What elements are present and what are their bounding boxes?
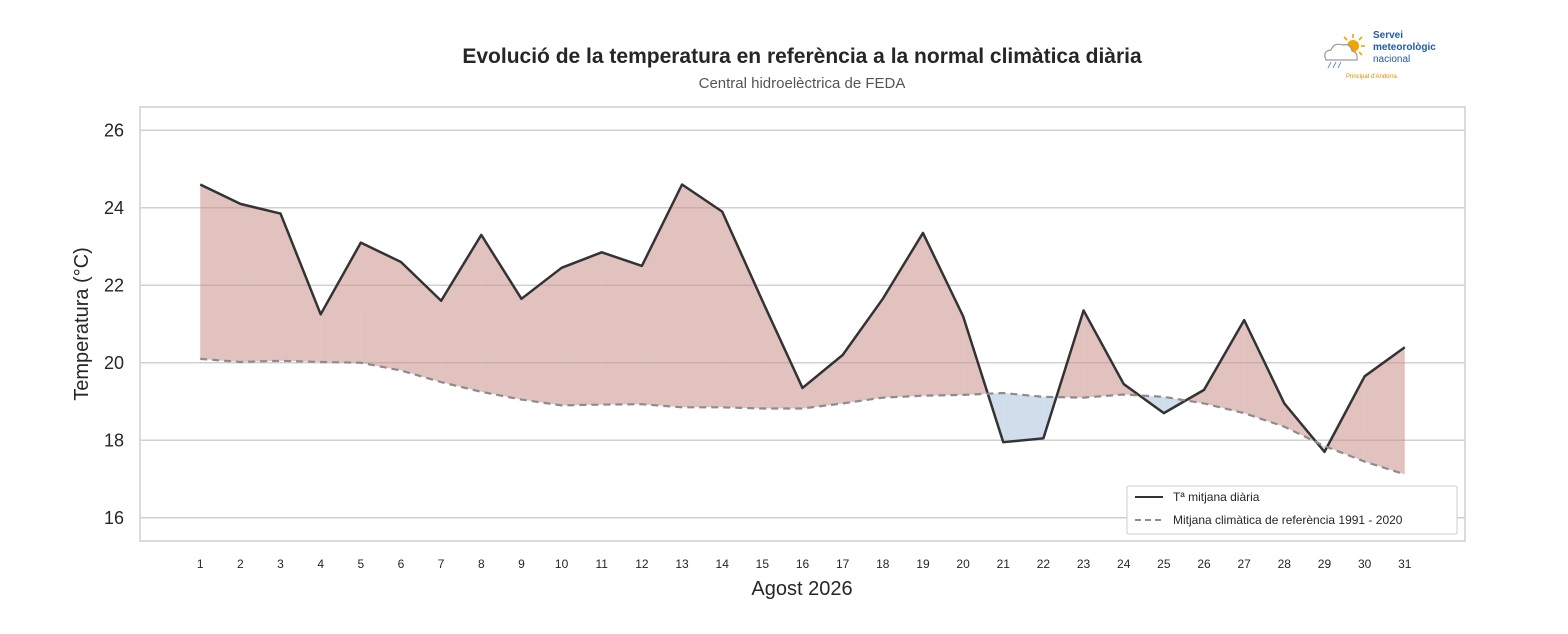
x-tick-label: 17 — [836, 557, 850, 571]
x-tick-label: 10 — [555, 557, 569, 571]
x-tick-label: 22 — [1037, 557, 1051, 571]
fill-above-normal — [722, 211, 763, 409]
x-tick-label: 26 — [1197, 557, 1211, 571]
series-lines — [199, 183, 1406, 476]
x-tick-label: 29 — [1318, 557, 1332, 571]
x-tick-label: 9 — [518, 557, 525, 571]
x-tick-label: 6 — [398, 557, 405, 571]
x-tick-label: 30 — [1358, 557, 1372, 571]
x-tick-label: 5 — [357, 557, 364, 571]
logo-line-1: Servei — [1373, 30, 1403, 41]
logo-line-4: Principat d'Andorra — [1346, 74, 1398, 80]
x-tick-label: 2 — [237, 557, 244, 571]
x-tick-label: 25 — [1157, 557, 1171, 571]
x-tick-label: 15 — [756, 557, 770, 571]
y-axis-label: Temperatura (°C) — [71, 247, 93, 401]
fill-above-normal — [882, 232, 923, 398]
fill-above-normal — [682, 184, 723, 408]
fill-above-normal — [1327, 376, 1365, 462]
legend: Tª mitjana diària Mitjana climàtica de r… — [1126, 485, 1458, 535]
x-tick-label: 4 — [317, 557, 324, 571]
fill-above-normal — [280, 213, 321, 362]
x-tick-label: 31 — [1398, 557, 1412, 571]
fill-above-normal — [601, 252, 642, 405]
x-tick-label: 3 — [277, 557, 284, 571]
fill-above-normal — [240, 203, 281, 362]
x-tick-label: 8 — [478, 557, 485, 571]
x-tick-label: 18 — [876, 557, 890, 571]
x-tick-label: 19 — [916, 557, 930, 571]
fill-above-normal — [441, 234, 482, 392]
fill-above-normal — [1244, 320, 1285, 427]
x-tick-label: 27 — [1237, 557, 1251, 571]
x-tick-label: 12 — [635, 557, 649, 571]
fill-above-normal — [561, 252, 602, 406]
y-tick-label: 24 — [104, 198, 124, 218]
legend-entry-climate-normal: Mitjana climàtica de referència 1991 - 2… — [1173, 513, 1403, 527]
difference-fill — [200, 184, 1405, 475]
fill-above-normal — [762, 300, 803, 409]
logo-line-2: meteorològic — [1373, 42, 1436, 53]
fill-above-normal — [842, 298, 883, 404]
fill-above-normal — [481, 234, 522, 400]
fill-above-normal — [922, 232, 964, 396]
y-tick-label: 16 — [104, 508, 124, 528]
x-tick-label: 28 — [1278, 557, 1292, 571]
fill-above-normal — [521, 267, 562, 406]
legend-entry-daily-mean: Tª mitjana diària — [1173, 490, 1260, 504]
chart-subtitle: Central hidroelèctrica de FEDA — [699, 75, 906, 92]
fill-above-normal — [802, 355, 843, 409]
x-tick-label: 7 — [438, 557, 445, 571]
x-tick-label: 16 — [796, 557, 810, 571]
y-tick-label: 18 — [104, 430, 124, 450]
y-tick-labels: 16 18 20 22 24 26 — [104, 120, 124, 528]
fill-above-normal — [200, 184, 241, 362]
fill-above-normal — [1204, 320, 1245, 414]
x-tick-label: 14 — [716, 557, 730, 571]
x-axis-label: Agost 2026 — [751, 578, 852, 600]
fill-above-normal — [360, 242, 401, 371]
x-tick-label: 24 — [1117, 557, 1131, 571]
plot-frame — [139, 106, 1466, 542]
x-tick-label: 11 — [596, 557, 609, 571]
fill-above-normal — [320, 242, 361, 363]
weather-logo-icon — [1324, 34, 1365, 69]
x-tick-label: 1 — [197, 557, 204, 571]
fill-above-normal — [641, 184, 683, 408]
x-tick-label: 23 — [1077, 557, 1091, 571]
x-tick-label: 13 — [675, 557, 689, 571]
x-tick-label: 20 — [956, 557, 970, 571]
fill-above-normal — [1083, 310, 1124, 398]
logo: Servei meteorològic nacional Principat d… — [1324, 30, 1436, 80]
y-tick-label: 22 — [104, 275, 124, 295]
y-tick-label: 20 — [104, 353, 124, 373]
logo-line-3: nacional — [1373, 54, 1410, 65]
y-tick-label: 26 — [104, 120, 124, 140]
fill-above-normal — [1364, 347, 1405, 475]
legend-box — [1126, 485, 1458, 535]
x-tick-label: 21 — [997, 557, 1011, 571]
x-tick-labels: 1 2 3 4 5 6 7 8 9 10 11 12 13 14 15 16 17 18 19 20 21 22 23 24 2… — [197, 557, 1412, 571]
chart-title: Evolució de la temperatura en referència… — [462, 45, 1142, 68]
fill-below-normal — [1003, 392, 1044, 443]
